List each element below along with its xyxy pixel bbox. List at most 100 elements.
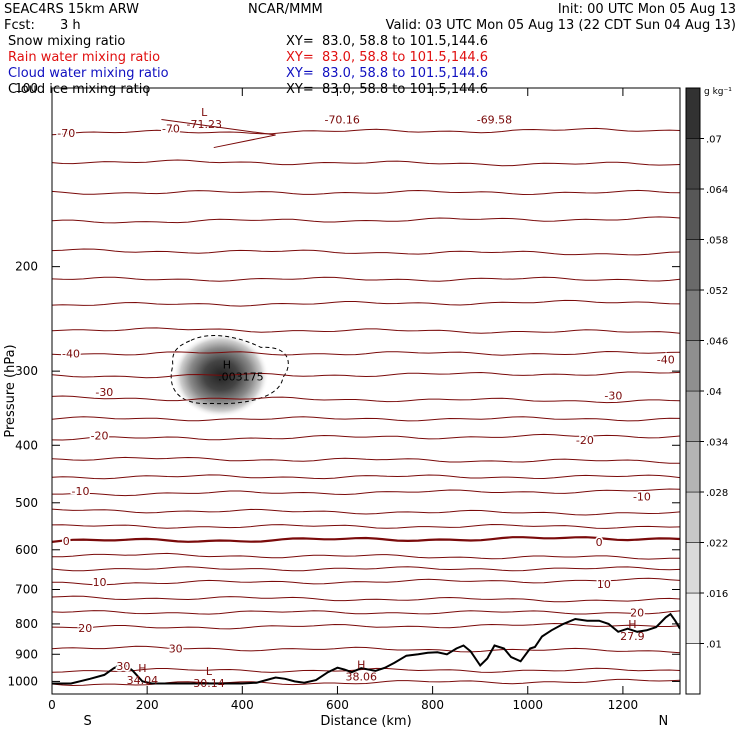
field-label-snow: Snow mixing ratio	[8, 34, 126, 49]
y-tick-label: 300	[15, 364, 38, 378]
x-axis-label: Distance (km)	[320, 714, 411, 729]
y-tick-label: 700	[15, 583, 38, 597]
contour-label: 0	[63, 535, 70, 548]
isotherm-line	[52, 552, 680, 560]
isotherm-line	[52, 508, 680, 516]
isotherm-line	[52, 523, 680, 529]
contour-label: 20	[78, 622, 92, 635]
contour-label: 10	[93, 576, 107, 589]
isotherm-line	[52, 433, 680, 441]
extremum-value: -69.58	[477, 113, 512, 126]
isotherm-line	[52, 488, 680, 497]
y-tick-label: 1000	[7, 674, 38, 688]
cloud-ice-dashed-contour	[170, 335, 289, 405]
y-tick-label: 900	[15, 647, 38, 661]
y-tick-label: 800	[15, 617, 38, 631]
y-axis-label: Pressure (hPa)	[3, 344, 18, 437]
contour-label: 20	[630, 606, 644, 619]
isotherm-line	[52, 645, 680, 654]
field-label-cloud-ice: Cloud ice mixing ratio	[8, 82, 151, 97]
y-tick-label: 600	[15, 543, 38, 557]
fcst-value: 3 h	[60, 18, 81, 33]
model-title: SEAC4RS 15km ARW	[4, 2, 140, 17]
y-tick-label: 200	[15, 260, 38, 274]
y-tick-label: 400	[15, 438, 38, 452]
colorbar-segment	[685, 441, 701, 493]
colorbar-tick-label: .01	[706, 640, 722, 651]
colorbar-tick-label: .016	[706, 589, 728, 600]
isotherm-line	[52, 189, 680, 196]
colorbar-tick-label: .046	[706, 337, 728, 348]
isotherm-line	[52, 159, 680, 167]
colorbar-segment	[685, 289, 701, 341]
colorbar-segment	[685, 138, 701, 190]
isotherm-line	[52, 248, 680, 256]
isotherm-line	[52, 566, 680, 572]
plot-frame	[51, 87, 681, 695]
valid-time: Valid: 03 UTC Mon 05 Aug 13 (22 CDT Sun …	[385, 18, 736, 33]
colorbar-segment	[685, 592, 701, 644]
extremum-value: 30.14	[193, 677, 225, 690]
y-tick-label: 500	[15, 496, 38, 510]
isotherm-line	[52, 299, 680, 307]
colorbar-segment	[685, 542, 701, 594]
init-time: Init: 00 UTC Mon 05 Aug 13	[557, 2, 736, 17]
colorbar-tick-label: .034	[706, 438, 728, 449]
colorbar-tick-label: .064	[706, 185, 728, 196]
x-tick-label: 1200	[608, 698, 639, 712]
colorbar-segment	[685, 239, 701, 291]
field-xy-rain: XY= 83.0, 58.8 to 101.5,144.6	[286, 50, 489, 65]
isotherm-line	[52, 276, 680, 282]
colorbar-tick-label: .058	[706, 236, 728, 247]
extremum-marker: H	[628, 618, 636, 631]
fcst-label: Fcst:	[4, 18, 35, 33]
endpoint-label-left: S	[84, 714, 92, 729]
contour-label: -10	[72, 485, 90, 498]
isotherm-line	[52, 595, 680, 603]
extremum-marker: L	[201, 106, 208, 119]
contour-label: -40	[62, 347, 80, 360]
extremum-value: -70.16	[324, 113, 359, 126]
cloud-ice-max-value: .003175	[218, 370, 264, 383]
field-label-rain: Rain water mixing ratio	[8, 50, 161, 65]
contour-label: -20	[91, 429, 109, 442]
isotherm-line	[52, 456, 680, 464]
x-tick-label: 400	[231, 698, 254, 712]
contour-label: -40	[657, 354, 675, 367]
x-tick-label: 600	[326, 698, 349, 712]
x-tick-label: 0	[48, 698, 56, 712]
colorbar-unit: g kg⁻¹	[704, 87, 732, 97]
endpoint-label-right: N	[658, 714, 668, 729]
contour-label: 30	[169, 642, 183, 655]
colorbar-segment	[685, 340, 701, 392]
extremum-value: -71.23	[187, 118, 222, 131]
field-xy-cloud-ice: XY= 83.0, 58.8 to 101.5,144.6	[286, 82, 489, 97]
contour-label: -70	[162, 122, 180, 135]
colorbar-tick-label: .07	[706, 135, 722, 146]
x-tick-label: 1000	[512, 698, 543, 712]
center-title: NCAR/MMM	[248, 2, 323, 17]
extremum-value: 27.9	[620, 630, 645, 643]
colorbar-tick-label: .028	[706, 488, 728, 499]
contour-label: -10	[633, 491, 651, 504]
extremum-value: 34.04	[127, 674, 159, 687]
isotherm-line	[52, 371, 680, 379]
colorbar-tick-label: .022	[706, 539, 728, 550]
extremum-marker: H	[357, 659, 365, 672]
isotherm-line	[161, 119, 276, 149]
cloud-ice-max-marker: H	[223, 358, 231, 371]
isotherm-line	[52, 474, 680, 480]
x-tick-label: 200	[136, 698, 159, 712]
isotherm-line	[52, 350, 680, 356]
terrain-line	[52, 612, 680, 685]
isotherm-line	[52, 577, 680, 586]
extremum-marker: H	[138, 662, 146, 675]
contour-label: 30	[116, 660, 130, 673]
colorbar-tick-label: .052	[706, 286, 728, 297]
contour-label: -30	[604, 390, 622, 403]
colorbar-segment	[685, 643, 701, 695]
colorbar-segment	[685, 390, 701, 442]
field-xy-snow: XY= 83.0, 58.8 to 101.5,144.6	[286, 34, 489, 49]
contour-label: -30	[95, 386, 113, 399]
